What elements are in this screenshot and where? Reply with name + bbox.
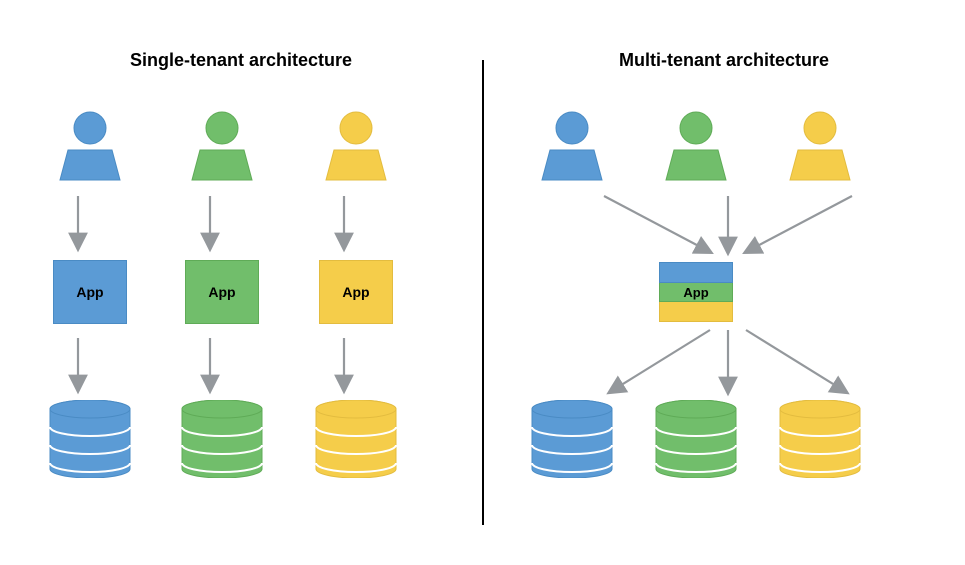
arrow bbox=[604, 196, 710, 252]
app-box: App bbox=[185, 260, 259, 324]
database-icon bbox=[181, 400, 263, 478]
user-icon bbox=[58, 110, 122, 182]
database-icon bbox=[655, 400, 737, 478]
title-multi-tenant: Multi-tenant architecture bbox=[483, 50, 965, 71]
user-icon bbox=[190, 110, 254, 182]
user-icon bbox=[324, 110, 388, 182]
app-stripe: App bbox=[659, 283, 733, 303]
user-icon bbox=[788, 110, 852, 182]
database-icon bbox=[531, 400, 613, 478]
title-single-tenant: Single-tenant architecture bbox=[0, 50, 482, 71]
diagram-root: Single-tenant architecture Multi-tenant … bbox=[0, 0, 965, 565]
user-icon bbox=[540, 110, 604, 182]
panel-divider bbox=[482, 60, 484, 525]
arrow bbox=[610, 330, 710, 392]
database-icon bbox=[779, 400, 861, 478]
arrow bbox=[746, 330, 846, 392]
database-icon bbox=[49, 400, 131, 478]
database-icon bbox=[315, 400, 397, 478]
app-box: App bbox=[53, 260, 127, 324]
app-stripe bbox=[659, 262, 733, 283]
user-icon bbox=[664, 110, 728, 182]
app-box-shared: App bbox=[659, 262, 733, 322]
app-box: App bbox=[319, 260, 393, 324]
app-stripe bbox=[659, 302, 733, 322]
arrow bbox=[746, 196, 852, 252]
